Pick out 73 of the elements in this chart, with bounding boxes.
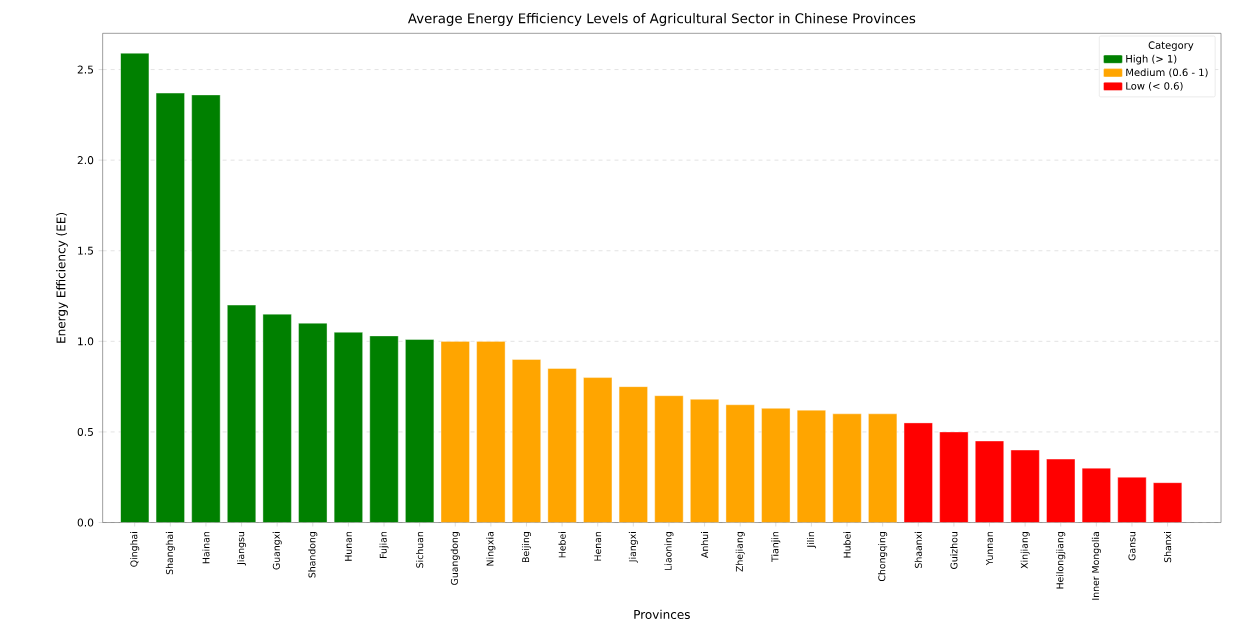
bar	[547, 368, 577, 523]
x-axis-title: Provinces	[634, 609, 690, 619]
bar	[654, 395, 684, 523]
bar	[903, 422, 933, 523]
x-tick-label: Gansu	[1128, 532, 1136, 561]
bar	[334, 332, 363, 523]
x-tick-label: Ningxia	[486, 531, 496, 566]
bar	[975, 440, 1004, 523]
x-tick-label: Heilongjiang	[1056, 531, 1066, 589]
bar	[583, 377, 613, 523]
x-tick-label: Hebei	[558, 532, 566, 558]
bar	[405, 339, 435, 523]
x-tick-label: Tianjin	[771, 531, 781, 562]
bar	[440, 341, 470, 523]
bar	[725, 404, 755, 523]
bar	[1010, 449, 1040, 523]
bar	[191, 94, 221, 523]
x-tick-label: Anhui	[700, 532, 709, 558]
bar	[512, 359, 541, 523]
bar	[796, 409, 826, 523]
bar	[298, 323, 328, 523]
y-tick-label: 0.5	[77, 427, 93, 436]
x-tick-label: Jiangsu	[237, 532, 247, 566]
bar	[1046, 458, 1076, 523]
bar	[476, 341, 506, 523]
x-tick-label: Xinjiang	[1020, 531, 1030, 569]
bar	[832, 413, 862, 523]
x-tick-label: Guangdong	[450, 531, 460, 585]
x-tick-label: Shanxi	[1163, 532, 1172, 563]
x-tick-label: Fujian	[379, 531, 389, 558]
x-tick-label: Hunan	[344, 531, 352, 561]
x-tick-label: Guizhou	[950, 532, 958, 569]
x-tick-label: Jilin	[806, 531, 816, 549]
bar	[120, 53, 149, 523]
bar	[761, 408, 791, 523]
bar	[1153, 482, 1183, 523]
legend-label: Medium (0.6 - 1)	[1126, 68, 1208, 78]
x-tick-label: Hainan	[202, 531, 210, 564]
y-tick-label: 1.0	[78, 337, 94, 346]
x-tick-label: Liaoning	[664, 531, 674, 570]
legend-label: High (> 1)	[1126, 54, 1177, 65]
y-tick-label: 2.5	[77, 65, 93, 74]
x-tick-label: Beijing	[521, 531, 531, 562]
bar	[262, 314, 292, 523]
bar	[690, 399, 720, 523]
x-tick-label: Inner Mongolia	[1091, 531, 1101, 600]
x-tick-label: Henan	[594, 531, 602, 561]
x-tick-label: Hubei	[843, 532, 851, 558]
x-tick-label: Shanghai	[165, 532, 175, 575]
x-tick-label: Chongqing	[878, 531, 888, 581]
y-tick-label: 2.0	[77, 156, 94, 165]
bar	[868, 413, 898, 523]
bar	[1117, 476, 1147, 523]
x-tick-label: Shaanxi	[914, 532, 922, 568]
y-tick-label: 1.5	[78, 246, 93, 255]
bar	[1081, 467, 1111, 523]
legend-title: Category	[1148, 41, 1194, 51]
x-tick-label: Sichuan	[416, 531, 424, 568]
x-tick-label: Jiangxi	[628, 532, 638, 563]
x-tick-label: Qinghai	[130, 532, 140, 567]
bar	[618, 386, 648, 523]
y-tick-label: 0.0	[77, 518, 94, 527]
legend-label: Low (< 0.6)	[1126, 81, 1183, 91]
x-tick-label: Shandong	[308, 531, 318, 578]
bar	[369, 335, 399, 523]
y-axis-title: Energy Efficiency (EE)	[56, 212, 68, 343]
chart-title: Average Energy Efficiency Levels of Agricultural Sector in Chinese Provinces	[407, 12, 916, 26]
bar	[939, 431, 969, 523]
bar	[156, 93, 185, 523]
x-tick-label: Zhejiang	[735, 531, 745, 572]
x-tick-label: Yunnan	[986, 531, 993, 566]
x-tick-label: Guangxi	[272, 532, 282, 570]
bar	[227, 305, 256, 523]
